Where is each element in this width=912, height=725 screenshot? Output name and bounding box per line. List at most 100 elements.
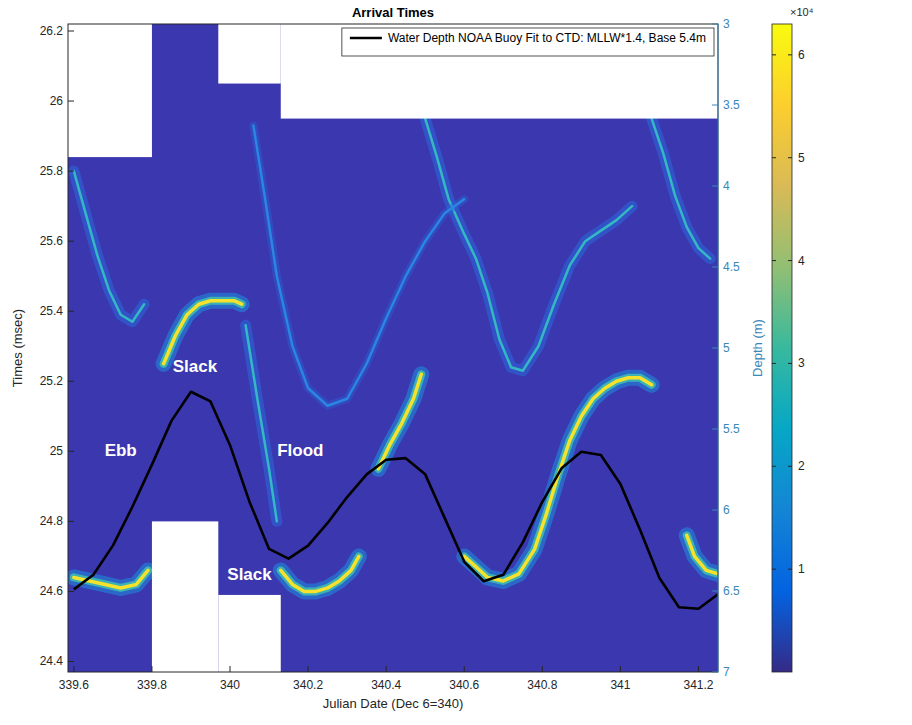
colorbar-tick [772,157,776,158]
x-tick [73,666,74,672]
arrival-glow [74,119,710,522]
colorbar-tick [788,466,792,467]
x-tick-label: 340.4 [371,678,401,692]
y2-tick [712,591,718,592]
y-tick [68,591,74,592]
x-tick [464,666,465,672]
colorbar-tick [772,363,776,364]
no-data-region [218,24,280,84]
y-tick-label: 25.4 [40,304,64,318]
title: Arrival Times [352,5,434,20]
y-tick-label: 26.2 [40,24,64,38]
y-tick [68,661,74,662]
annotation: Slack [173,357,218,376]
no-data-region [68,24,152,157]
no-data-region [152,521,218,672]
colorbar-tick-label: 1 [798,562,805,576]
colorbar [772,24,792,672]
colorbar-tick-label: 5 [798,151,805,165]
x-tick-label: 339.8 [137,678,167,692]
x-tick [386,666,387,672]
arrival-band [74,119,710,522]
x-tick [620,666,621,672]
x-tick [542,666,543,672]
x-tick-label: 340.6 [449,678,479,692]
x-tick-label: 340 [220,678,240,692]
y-tick-label: 25.8 [40,164,64,178]
annotation: Ebb [105,441,137,460]
y-tick [68,241,74,242]
y2-tick-label: 6.5 [723,584,740,598]
colorbar-tick-label: 2 [798,459,805,473]
legend-label: Water Depth NOAA Buoy Fit to CTD: MLLW*1… [388,31,706,45]
colorbar-tick-label: 3 [798,356,805,370]
colorbar-tick [788,54,792,55]
y2-tick [712,510,718,511]
y2-tick [712,105,718,106]
colorbar-tick [772,54,776,55]
y-tick [68,171,74,172]
y2-tick-label: 5.5 [723,422,740,436]
y-tick-label: 25 [50,444,64,458]
y-tick [68,451,74,452]
y-tick-label: 24.6 [40,584,64,598]
y2-tick-label: 7 [723,665,730,679]
y-tick-label: 25.2 [40,374,64,388]
chart-root: 339.6339.8340340.2340.4340.6340.8341341.… [0,0,912,725]
colorbar-tick-label: 6 [798,48,805,62]
y2-tick [712,186,718,187]
plot-frame [68,24,718,672]
no-data-region [281,24,718,119]
arrival-glow [253,126,464,406]
y2-tick-label: 3.5 [723,98,740,112]
x-axis-title: Julian Date (Dec 6=340) [323,696,464,711]
y-tick-label: 24.4 [40,654,64,668]
x-tick [230,666,231,672]
colorbar-tick [788,363,792,364]
x-tick-label: 340.8 [527,678,557,692]
x-tick [698,666,699,672]
y2-tick-label: 4.5 [723,260,740,274]
x-tick-label: 341 [610,678,630,692]
y-tick-label: 24.8 [40,514,64,528]
legend-box [342,28,714,56]
colorbar-multiplier: ×10⁴ [790,6,814,18]
y2-tick [712,24,718,25]
colorbar-tick [772,466,776,467]
legend: Water Depth NOAA Buoy Fit to CTD: MLLW*1… [342,28,714,56]
y-tick [68,381,74,382]
y2-tick [712,267,718,268]
y2-tick [712,429,718,430]
y2-tick-label: 6 [723,503,730,517]
no-data-region [218,595,280,672]
y2-tick-label: 4 [723,179,730,193]
y2-tick-label: 5 [723,341,730,355]
annotation: Slack [227,565,272,584]
colorbar-tick [788,157,792,158]
plot-area [68,24,718,672]
x-tick-label: 339.6 [59,678,89,692]
colorbar-tick [772,569,776,570]
plot-background [68,24,718,672]
x-tick-label: 340.2 [293,678,323,692]
y2-tick-label: 3 [723,17,730,31]
x-tick [308,666,309,672]
colorbar-tick [788,260,792,261]
y2-axis-title: Depth (m) [750,319,765,377]
y-tick [68,521,74,522]
y-tick-label: 25.6 [40,234,64,248]
arrival-band [253,126,464,406]
colorbar-tick [772,260,776,261]
y-tick [68,31,74,32]
colorbar-tick-label: 4 [798,254,805,268]
y2-tick [712,348,718,349]
annotation: Flood [277,441,323,460]
y-tick-label: 26 [50,94,64,108]
x-tick-label: 341.2 [683,678,713,692]
colorbar-tick [788,569,792,570]
y-tick [68,311,74,312]
y-axis-title: Times (msec) [10,309,25,387]
y-tick [68,101,74,102]
y2-tick [712,672,718,673]
x-tick [151,666,152,672]
